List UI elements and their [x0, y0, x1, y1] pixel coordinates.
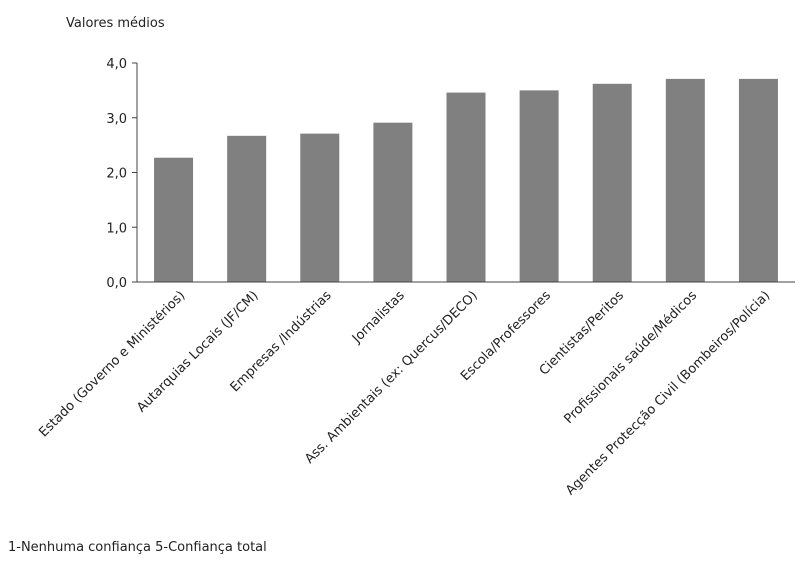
bar — [373, 123, 412, 282]
bar — [447, 93, 486, 282]
bar — [154, 158, 193, 282]
x-category-label: Estado (Governo e Ministérios) — [36, 288, 188, 440]
y-tick-label: 3,0 — [106, 112, 127, 127]
bar — [300, 134, 339, 282]
bar — [227, 136, 266, 282]
bar — [520, 90, 559, 282]
x-axis-labels: Estado (Governo e Ministérios)Autarquias… — [36, 288, 773, 498]
y-tick-label: 0,0 — [106, 276, 127, 291]
y-axis-label: Valores médios — [66, 16, 165, 31]
x-category-label: Autarquias Locais (JF/CM) — [134, 288, 261, 415]
bar — [593, 84, 632, 282]
bars — [154, 79, 778, 282]
x-category-label: Profissionais saúde/Médicos — [561, 288, 700, 427]
y-axis: 0,0 1,0 2,0 3,0 4,0 — [106, 57, 137, 291]
y-tick-label: 1,0 — [106, 221, 127, 236]
confidence-scale-note: 1-Nenhuma confiança 5-Confiança total — [8, 540, 267, 555]
y-tick-label: 2,0 — [106, 167, 127, 182]
y-tick-label: 4,0 — [106, 57, 127, 72]
bar — [739, 79, 778, 282]
bar — [666, 79, 705, 282]
x-category-label: Jornalistas — [349, 288, 408, 347]
